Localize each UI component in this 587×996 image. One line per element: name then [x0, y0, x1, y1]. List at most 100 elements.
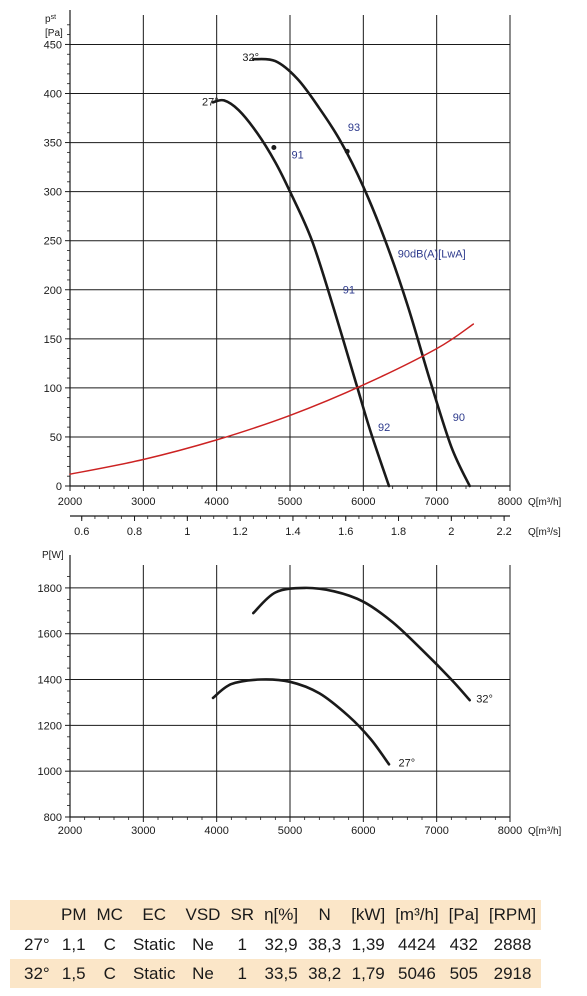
table-cell: 1,5: [56, 959, 92, 988]
x2-axis-label: Q[m³/s]: [528, 527, 561, 538]
y-axis-unit: [Pa]: [45, 28, 63, 39]
curve-annotation: 91: [291, 149, 303, 161]
y-tick-label: 50: [50, 432, 62, 444]
power-curve-32deg: [252, 586, 471, 702]
y-tick-label: 800: [44, 812, 62, 824]
table-cell: 1: [237, 934, 247, 954]
y-tick-label: 1800: [38, 583, 62, 595]
table-cell: 2888: [493, 934, 532, 954]
table-header-efficiency: η[%]: [259, 900, 304, 930]
y-tick-label: 1000: [38, 766, 62, 778]
table-header-mc: MC: [91, 900, 128, 930]
x-tick-label: 3000: [131, 825, 155, 837]
y-tick-label: 250: [44, 236, 62, 248]
x2-tick-label: 0.6: [74, 526, 89, 538]
x2-tick-label: 0.8: [127, 526, 142, 538]
table-header-rpm: [RPM]: [483, 900, 542, 930]
table-cell: Ne: [192, 934, 214, 954]
curve-annotation: 90dB(A)[LwA]: [398, 248, 466, 260]
x-tick-label: 6000: [351, 496, 375, 508]
curve-annotation: 27°: [399, 758, 416, 770]
table-cell: 505: [443, 959, 484, 988]
x-tick-label: 6000: [351, 825, 375, 837]
table-cell: 27°: [24, 934, 50, 954]
table-cell: 5046: [390, 959, 444, 988]
table-cell: 1,1: [61, 934, 86, 954]
y-tick-label: 350: [44, 138, 62, 150]
table-header-power: [kW]: [346, 900, 391, 930]
table-row: 32° 1,5 C Static Ne 1 33,5 38,2 1,79 504…: [10, 959, 542, 988]
table-cell: Ne: [180, 959, 226, 988]
table-header-sr: SR: [225, 900, 260, 930]
curve-annotation: 32°: [476, 693, 493, 705]
system-resistance-curve: [69, 323, 475, 475]
table-cell: Static: [132, 934, 176, 954]
x2-tick-label: 1.8: [391, 526, 406, 538]
table-cell: 33,5: [259, 959, 304, 988]
table-cell: 1: [225, 959, 260, 988]
table-cell: 1,39: [351, 934, 385, 954]
table-header-pressure: [Pa]: [443, 900, 484, 930]
x-tick-label: 7000: [424, 825, 448, 837]
table-header-row: PM MC EC VSD SR η[%] N [kW] [m³/h] [Pa] …: [10, 900, 542, 930]
x-tick-label: 4000: [204, 825, 228, 837]
y-tick-label: 100: [44, 383, 62, 395]
table-cell: 1,79: [346, 959, 391, 988]
x-tick-label: 8000: [498, 496, 522, 508]
x2-tick-label: 2.2: [496, 526, 511, 538]
table-cell: C: [103, 934, 116, 954]
curve-annotation: 93: [348, 122, 360, 134]
table-row: 27° 1,1 C Static Ne 1 32,9 38,3 1,39 442…: [10, 930, 541, 959]
y-tick-label: 300: [44, 187, 62, 199]
curve-annotation: 90: [453, 412, 465, 424]
curve-annotation: 32°: [242, 52, 259, 64]
y-tick-label: 1600: [38, 629, 62, 641]
x2-tick-label: 1: [184, 526, 190, 538]
table-cell: 2918: [483, 959, 542, 988]
curve-annotation: 27°: [202, 96, 219, 108]
x-tick-label: 5000: [278, 825, 302, 837]
x-tick-label: 8000: [498, 825, 522, 837]
table-header-ec: EC: [127, 900, 181, 930]
table-corner-cell: [10, 900, 56, 930]
curve-annotation: 91: [343, 285, 355, 297]
table-header-pm: PM: [56, 900, 92, 930]
table-cell: Static: [127, 959, 181, 988]
x2-tick-label: 2: [448, 526, 454, 538]
table-header-n: N: [303, 900, 347, 930]
table-cell: 38,3: [308, 934, 342, 954]
table-cell: 32°: [10, 959, 56, 988]
x-tick-label: 3000: [131, 496, 155, 508]
operating-point-marker: [344, 148, 350, 154]
x-tick-label: 2000: [58, 496, 82, 508]
curve-annotation: 92: [378, 422, 390, 434]
y-axis-label: P[W]: [42, 550, 64, 561]
y-axis-label: pst: [45, 14, 56, 25]
x-axis-label: Q[m³/h]: [528, 826, 562, 837]
operating-point-marker: [271, 144, 277, 150]
table-cell: C: [91, 959, 128, 988]
fan-performance-charts: 0 50 100 150 200 250 300 350 400 450 2000 3000 4000 5…: [38, 10, 562, 837]
x-tick-label: 7000: [424, 496, 448, 508]
y-tick-label: 150: [44, 334, 62, 346]
y-tick-label: 0: [56, 481, 62, 493]
x-tick-label: 2000: [58, 825, 82, 837]
power-curve-27deg: [211, 678, 391, 766]
x-axis-label: Q[m³/h]: [528, 497, 562, 508]
table-header-flow: [m³/h]: [390, 900, 444, 930]
y-tick-label: 450: [44, 39, 62, 51]
y-tick-label: 1400: [38, 675, 62, 687]
x2-tick-label: 1.4: [285, 526, 300, 538]
x2-tick-label: 1.6: [338, 526, 353, 538]
y-tick-label: 400: [44, 89, 62, 101]
x-tick-label: 4000: [204, 496, 228, 508]
pressure-curve-32deg: [252, 57, 471, 488]
x-tick-label: 5000: [278, 496, 302, 508]
fan-spec-table: PM MC EC VSD SR η[%] N [kW] [m³/h] [Pa] …: [10, 900, 542, 988]
table-cell: 432: [449, 934, 478, 954]
table-cell: 38,2: [303, 959, 347, 988]
x2-tick-label: 1.2: [232, 526, 247, 538]
table-cell: 4424: [398, 934, 436, 954]
table-header-vsd: VSD: [180, 900, 226, 930]
pressure-curve-27deg: [211, 98, 391, 488]
